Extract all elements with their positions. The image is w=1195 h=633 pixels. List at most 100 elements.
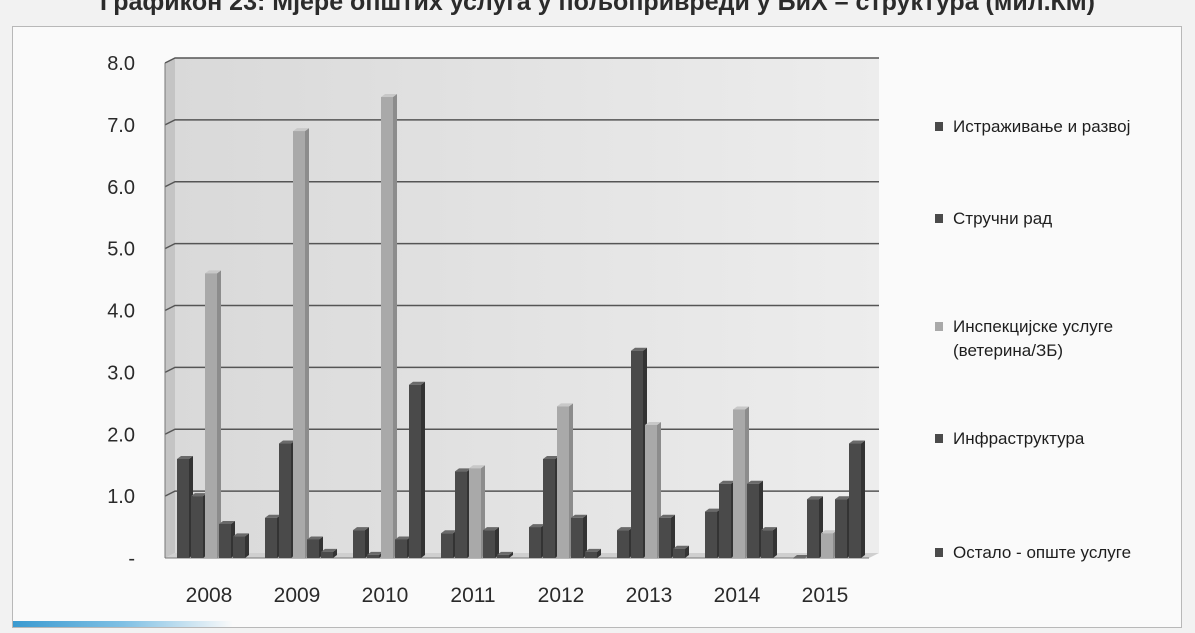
bar-top: [191, 493, 207, 497]
bar-2011-series-5: [497, 554, 509, 558]
y-tick-label: 2.0: [107, 424, 135, 446]
gridline-7: [164, 119, 879, 126]
bar-top: [645, 421, 661, 425]
legend-swatch-other-services: [935, 548, 943, 557]
bar-top: [705, 508, 721, 512]
legend-item-research: Истраживање и развој: [935, 115, 1195, 139]
bar-side: [597, 548, 601, 558]
legend-item-other-services: Остало - опште услуге: [935, 541, 1195, 565]
bar-side: [861, 440, 865, 558]
legend-swatch-inspection: [935, 322, 943, 331]
bar-2012-series-3: [557, 406, 569, 558]
bar-2009-series-3: [293, 131, 305, 558]
bar-2012-series-1: [529, 527, 541, 558]
y-tick-label: 8.0: [107, 53, 135, 75]
bar-2013-series-4: [659, 517, 671, 558]
y-tick-label: -: [128, 548, 135, 570]
bar-top: [585, 548, 601, 552]
gridline-6: [164, 181, 879, 188]
bar-side: [421, 381, 425, 558]
x-tick-label: 2015: [802, 584, 849, 607]
bar-2011-series-1: [441, 533, 453, 558]
x-tick-label: 2008: [186, 584, 233, 607]
x-tick-label: 2013: [626, 584, 673, 607]
bar-2009-series-2: [279, 443, 291, 558]
bar-side: [393, 94, 397, 558]
bar-2010-series-5: [409, 384, 421, 558]
bar-top: [455, 468, 471, 472]
bar-top: [557, 403, 573, 407]
bar-top: [205, 270, 221, 274]
bar-2008-series-5: [233, 536, 245, 558]
y-tick-label: 3.0: [107, 362, 135, 384]
bar-2015-series-4: [835, 499, 847, 558]
legend-swatch-research: [935, 122, 943, 131]
bar-2015-series-1: [793, 558, 805, 559]
bar-2008-series-4: [219, 523, 231, 558]
bar-top: [761, 527, 777, 531]
bar-side: [671, 514, 675, 558]
bar-top: [279, 440, 295, 444]
bar-side: [217, 270, 221, 558]
bar-2013-series-2: [631, 350, 643, 558]
x-tick-label: 2011: [450, 584, 495, 607]
bar-2009-series-4: [307, 539, 319, 558]
bar-top: [409, 381, 425, 385]
legend-label-research: Истраживање и развој: [953, 117, 1131, 136]
bar-side: [509, 551, 513, 558]
gridline-5: [164, 242, 879, 250]
bar-top: [265, 514, 281, 518]
bottom-accent-stripe: [13, 621, 233, 627]
legend-item-infrastructure: Инфраструктура: [935, 427, 1195, 451]
chart-plot: - 1.0 2.0 3.0 4.0 5.0 6.0 7.0 8.0 2008 2009 2010 201…: [107, 53, 879, 607]
legend-item-expert-work: Стручни рад: [935, 207, 1195, 231]
bar-2008-series-3: [205, 273, 217, 558]
bar-top: [835, 496, 851, 500]
bar-top: [219, 520, 235, 524]
bar-2014-series-3: [733, 409, 745, 558]
bar-2014-series-2: [719, 483, 731, 558]
bar-top: [321, 548, 337, 552]
bar-2014-series-1: [705, 511, 717, 558]
bar-top: [381, 94, 397, 98]
x-tick-label: 2009: [274, 584, 321, 607]
bar-2014-series-4: [747, 483, 759, 558]
bar-2009-series-1: [265, 517, 277, 558]
bar-top: [469, 465, 485, 469]
legend-swatch-expert-work: [935, 214, 943, 223]
bar-side: [495, 527, 499, 558]
page-title: Графикон 23: Мјере општих услуга у пољоп…: [100, 0, 1095, 16]
bar-2011-series-3: [469, 468, 481, 558]
bar-2015-series-2: [807, 499, 819, 558]
x-tick-label: 2012: [538, 584, 585, 607]
bar-top: [719, 480, 735, 484]
bar-top: [367, 551, 383, 555]
bar-2011-series-4: [483, 530, 495, 558]
y-tick-label: 7.0: [107, 115, 135, 137]
bar-top: [543, 456, 559, 459]
bar-2008-series-1: [177, 459, 189, 558]
bar-top: [659, 514, 675, 518]
bar-top: [733, 406, 749, 410]
chart-legend: Истраживање и развој Стручни рад Инспекц…: [935, 87, 1195, 607]
bar-2014-series-5: [761, 530, 773, 558]
bar-top: [353, 527, 369, 531]
y-tick-label: 5.0: [107, 239, 135, 261]
bar-top: [529, 524, 545, 528]
bar-top: [617, 527, 633, 531]
bar-side: [583, 514, 587, 558]
bar-2010-series-1: [353, 530, 365, 558]
bar-side: [365, 527, 369, 558]
bar-2010-series-4: [395, 539, 407, 558]
bar-2012-series-4: [571, 517, 583, 558]
chart-frame: - 1.0 2.0 3.0 4.0 5.0 6.0 7.0 8.0 2008 2009 2010 201…: [12, 26, 1182, 628]
y-tick-label: 6.0: [107, 177, 135, 199]
plot-floor: [165, 553, 879, 558]
legend-item-inspection: Инспекцијске услуге (ветерина/ЗБ): [935, 315, 1195, 363]
bar-top: [747, 480, 763, 484]
bar-2012-series-2: [543, 459, 555, 558]
bar-top: [571, 514, 587, 518]
legend-label-expert-work: Стручни рад: [953, 209, 1053, 228]
bar-top: [395, 536, 411, 540]
gridline-4: [164, 304, 879, 312]
